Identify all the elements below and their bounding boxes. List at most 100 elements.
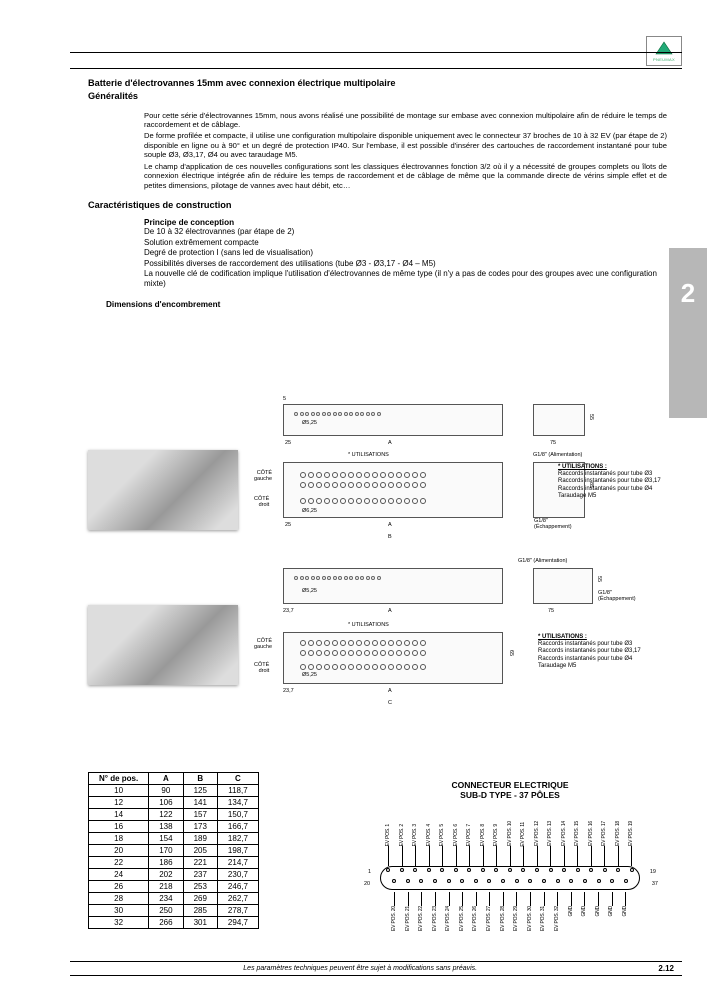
table-cell: 28 bbox=[89, 893, 149, 905]
table-cell: 118,7 bbox=[217, 785, 258, 797]
table-cell: 173 bbox=[183, 821, 217, 833]
g18-ech-label: G1/8" (Échappement) bbox=[598, 590, 636, 602]
port-row bbox=[300, 664, 426, 670]
table-cell: 294,7 bbox=[217, 917, 258, 929]
table-cell: 30 bbox=[89, 905, 149, 917]
g18-alim-label: G1/8" (Alimentation) bbox=[533, 452, 582, 458]
dimB-label: B bbox=[388, 534, 392, 540]
pin-label: EV POS. 25 bbox=[460, 892, 465, 931]
connector-pin bbox=[630, 868, 634, 872]
pin-label: EV POS. 3 bbox=[413, 824, 418, 866]
table-cell: 122 bbox=[149, 809, 183, 821]
d525-label: Ø5,25 bbox=[302, 588, 317, 594]
table-row: 30250285278,7 bbox=[89, 905, 259, 917]
connector-pin bbox=[386, 868, 390, 872]
port-row bbox=[300, 640, 426, 646]
pin-label: EV POS. 16 bbox=[589, 821, 594, 866]
table-header: C bbox=[217, 773, 258, 785]
product-photo-inline bbox=[88, 450, 238, 530]
table-cell: 202 bbox=[149, 869, 183, 881]
chapter-number: 2 bbox=[681, 278, 695, 309]
table-row: 26218253246,7 bbox=[89, 881, 259, 893]
table-row: 20170205198,7 bbox=[89, 845, 259, 857]
table-cell: 266 bbox=[149, 917, 183, 929]
dim65-label: 65 bbox=[508, 650, 514, 656]
table-cell: 90 bbox=[149, 785, 183, 797]
connector-pin bbox=[419, 879, 423, 883]
pin-label: EV POS. 23 bbox=[433, 892, 438, 931]
pin-label: EV POS. 19 bbox=[629, 821, 634, 866]
table-cell: 138 bbox=[149, 821, 183, 833]
connector-pin bbox=[460, 879, 464, 883]
dim75-label: 75 bbox=[550, 440, 556, 446]
dim25-label: 25 bbox=[285, 440, 291, 446]
table-cell: 166,7 bbox=[217, 821, 258, 833]
table-cell: 301 bbox=[183, 917, 217, 929]
table-cell: 150,7 bbox=[217, 809, 258, 821]
connector-pin bbox=[487, 879, 491, 883]
connector-pin bbox=[603, 868, 607, 872]
brand-name: PNEUMAX bbox=[653, 57, 675, 62]
connector-pin bbox=[413, 868, 417, 872]
connector-pin bbox=[400, 868, 404, 872]
connector-pin bbox=[447, 879, 451, 883]
pin-label: EV POS. 18 bbox=[616, 821, 621, 866]
table-row: 12106141134,7 bbox=[89, 797, 259, 809]
pin-label: GND bbox=[623, 892, 628, 917]
table-cell: 170 bbox=[149, 845, 183, 857]
table-cell: 234 bbox=[149, 893, 183, 905]
principe-head: Principe de conception bbox=[144, 218, 667, 227]
pin-1-label: 1 bbox=[368, 869, 371, 875]
table-row: 1090125118,7 bbox=[89, 785, 259, 797]
pin-label: EV POS. 30 bbox=[528, 892, 533, 931]
chapter-tab: 2 bbox=[669, 248, 707, 418]
intro-para-2: De forme profilée et compacte, il utilis… bbox=[144, 131, 667, 159]
pin-label: EV POS. 12 bbox=[535, 821, 540, 866]
table-cell: 230,7 bbox=[217, 869, 258, 881]
connector-pin bbox=[481, 868, 485, 872]
principe-line: La nouvelle clé de codification implique… bbox=[144, 269, 667, 290]
page-number: 2.12 bbox=[650, 964, 682, 973]
dim5-label: 5 bbox=[283, 396, 286, 402]
g18-alim-label: G1/8" (Alimentation) bbox=[518, 558, 567, 564]
table-row: 22186221214,7 bbox=[89, 857, 259, 869]
table-cell: 246,7 bbox=[217, 881, 258, 893]
brand-logo: PNEUMAX bbox=[646, 36, 682, 66]
intro-para-3: Le champ d'application de ces nouvelles … bbox=[144, 162, 667, 190]
connector-pin bbox=[515, 879, 519, 883]
connector-pin bbox=[427, 868, 431, 872]
table-cell: 186 bbox=[149, 857, 183, 869]
pin-label: EV POS. 2 bbox=[400, 824, 405, 866]
table-cell: 154 bbox=[149, 833, 183, 845]
pin-37-label: 37 bbox=[652, 881, 658, 887]
dimA-label: A bbox=[388, 608, 392, 614]
pin-label: EV POS. 24 bbox=[446, 892, 451, 931]
valve-row-icons bbox=[294, 412, 381, 416]
principe-line: Degré de protection I (sans led de visua… bbox=[144, 248, 667, 258]
table-cell: 214,7 bbox=[217, 857, 258, 869]
intro-para-1: Pour cette série d'électrovannes 15mm, n… bbox=[144, 111, 667, 130]
dimC-label: C bbox=[388, 700, 392, 706]
pin-label: GND bbox=[569, 892, 574, 917]
header-rule-thin bbox=[70, 68, 682, 69]
dimensions-table: N° de pos. A B C 1090125118,712106141134… bbox=[88, 772, 259, 929]
connector-pin bbox=[624, 879, 628, 883]
principe-line: Solution extrêmement compacte bbox=[144, 238, 667, 248]
table-cell: 250 bbox=[149, 905, 183, 917]
port-row bbox=[300, 472, 426, 478]
pin-label: EV POS. 14 bbox=[562, 821, 567, 866]
endplate-schematic-2 bbox=[533, 568, 593, 604]
pin-label: EV POS. 21 bbox=[406, 892, 411, 931]
table-cell: 14 bbox=[89, 809, 149, 821]
table-cell: 285 bbox=[183, 905, 217, 917]
table-cell: 237 bbox=[183, 869, 217, 881]
table-cell: 253 bbox=[183, 881, 217, 893]
pin-label: EV POS. 29 bbox=[514, 892, 519, 931]
connector-pin bbox=[597, 879, 601, 883]
connector-pin bbox=[392, 879, 396, 883]
table-cell: 198,7 bbox=[217, 845, 258, 857]
technical-drawings: Ø5,25 25 A 5 75 55 * UTILISATIONS G1/8" … bbox=[88, 410, 647, 760]
connector-pin bbox=[501, 879, 505, 883]
dimA-label: A bbox=[388, 688, 392, 694]
table-header: A bbox=[149, 773, 183, 785]
